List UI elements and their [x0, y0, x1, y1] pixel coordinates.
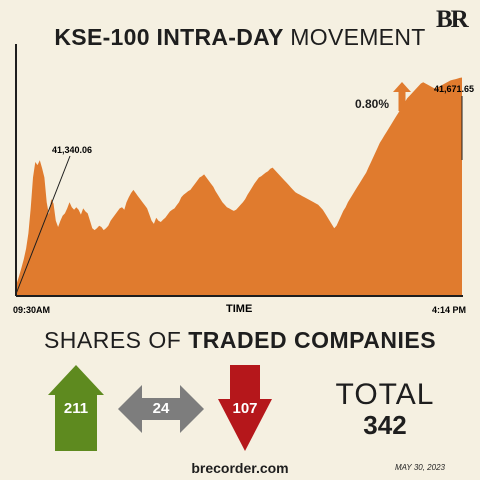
up-arrow-icon — [393, 82, 411, 111]
shares-arrows — [48, 365, 272, 451]
x-end-label: 4:14 PM — [432, 305, 466, 315]
advanced-count: 211 — [63, 400, 89, 417]
unchanged-double-arrow-icon — [118, 385, 204, 433]
publish-date: MAY 30, 2023 — [395, 463, 445, 472]
total-value: 342 — [363, 410, 407, 440]
shares-title: SHARES OF TRADED COMPANIES — [0, 327, 480, 354]
chart-title-bold: KSE-100 INTRA-DAY — [54, 24, 284, 50]
shares-title-light: SHARES OF — [43, 327, 182, 353]
declined-arrow-icon — [218, 365, 272, 451]
shares-title-bold: TRADED COMPANIES — [188, 327, 437, 353]
x-axis-label: TIME — [226, 303, 252, 315]
change-percent: 0.80% — [355, 97, 390, 111]
declined-count: 107 — [232, 400, 258, 417]
chart-title: KSE-100 INTRA-DAY MOVEMENT — [0, 24, 480, 51]
close-value-label: 41,671.65 — [434, 84, 474, 94]
advanced-arrow-icon — [48, 365, 104, 451]
area-series — [17, 77, 462, 295]
brand-logo: BR — [436, 6, 469, 33]
chart-title-light: MOVEMENT — [290, 24, 426, 50]
open-value-label: 41,340.06 — [52, 145, 92, 155]
total-label: TOTAL — [335, 378, 435, 411]
site-url: brecorder.com — [191, 460, 289, 476]
open-leader-line — [15, 155, 71, 295]
unchanged-count: 24 — [152, 400, 170, 417]
intraday-chart: 41,340.06 41,671.65 09:30AM TIME 4:14 PM — [13, 44, 474, 315]
x-start-label: 09:30AM — [13, 305, 50, 315]
